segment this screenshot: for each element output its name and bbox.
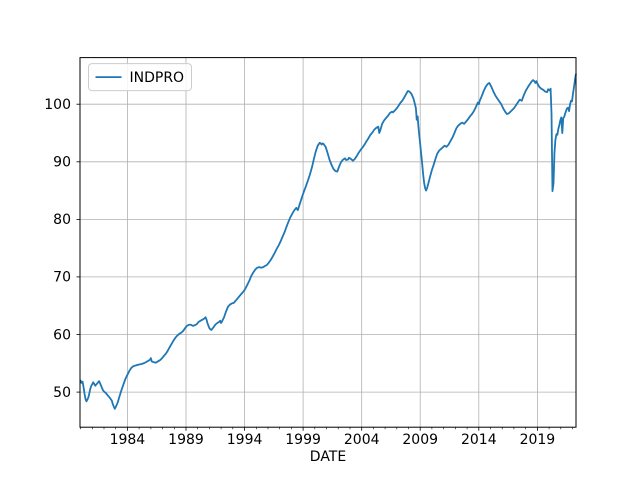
y-tick-label: 60	[53, 327, 71, 343]
x-axis-label: DATE	[310, 449, 346, 465]
legend-label: INDPRO	[130, 70, 185, 86]
tick-layer	[76, 103, 573, 431]
x-tick-label: 1989	[168, 432, 204, 448]
x-tick-label: 1984	[110, 432, 146, 448]
x-tick-label: 2019	[520, 432, 556, 448]
x-tick-label: 2004	[344, 432, 380, 448]
plot-border	[79, 57, 577, 428]
data-line-indpro	[79, 73, 577, 410]
y-tick-label: 70	[53, 270, 71, 286]
x-tick-label: 2009	[402, 432, 438, 448]
legend-box	[88, 63, 192, 92]
y-tick-label: 90	[53, 155, 71, 171]
x-tick-label: 1999	[285, 432, 321, 448]
legend: INDPRO	[88, 63, 192, 92]
y-tick-label: 100	[44, 97, 71, 113]
y-tick-label: 80	[53, 212, 71, 228]
y-tick-label: 50	[53, 385, 71, 401]
data-layer	[79, 73, 577, 410]
x-tick-label: 2014	[461, 432, 497, 448]
label-layer: DATE 1984 1989 1994 1999 2004 2009 2014 2019 50 6…	[44, 97, 555, 465]
grid-layer	[80, 57, 576, 428]
x-tick-label: 1994	[227, 432, 263, 448]
